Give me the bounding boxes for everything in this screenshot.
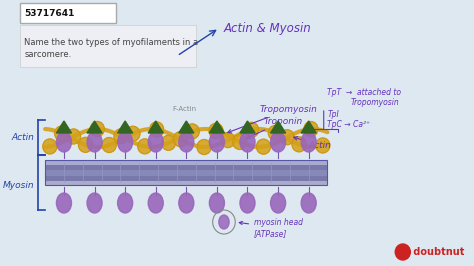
Ellipse shape [56, 132, 72, 152]
Ellipse shape [240, 193, 255, 213]
Text: Tropomyosin: Tropomyosin [351, 98, 400, 107]
Circle shape [90, 122, 104, 136]
Ellipse shape [219, 215, 229, 229]
Ellipse shape [301, 193, 316, 213]
Bar [45, 181, 328, 185]
Text: TpT  →  attached to: TpT → attached to [328, 88, 401, 97]
Polygon shape [179, 121, 194, 133]
Polygon shape [56, 121, 72, 133]
Ellipse shape [271, 193, 286, 213]
Circle shape [197, 139, 211, 155]
Circle shape [395, 244, 410, 260]
Text: Actin: Actin [294, 136, 331, 150]
Circle shape [66, 129, 81, 144]
Ellipse shape [240, 132, 255, 152]
Circle shape [209, 123, 223, 138]
Text: Tropomyosin: Tropomyosin [228, 105, 318, 133]
Ellipse shape [271, 132, 286, 152]
Text: Name the two types of myofilaments in a: Name the two types of myofilaments in a [25, 38, 199, 47]
Circle shape [268, 125, 283, 140]
Bar [45, 165, 328, 170]
Text: Myosin: Myosin [3, 181, 35, 189]
Circle shape [43, 139, 57, 154]
FancyBboxPatch shape [20, 3, 116, 23]
Circle shape [78, 137, 92, 152]
Text: doubtnut: doubtnut [410, 247, 465, 257]
Text: Troponin: Troponin [246, 117, 303, 139]
Polygon shape [240, 121, 255, 133]
Ellipse shape [179, 132, 194, 152]
Circle shape [292, 137, 306, 152]
Circle shape [173, 132, 187, 147]
Ellipse shape [179, 193, 194, 213]
Circle shape [114, 129, 128, 144]
Circle shape [221, 133, 235, 148]
Circle shape [55, 126, 69, 141]
Circle shape [162, 135, 175, 150]
Ellipse shape [118, 193, 133, 213]
Polygon shape [148, 121, 163, 133]
Circle shape [245, 122, 259, 137]
Text: TpC → Ca²⁺: TpC → Ca²⁺ [328, 120, 371, 129]
Text: Actin & Myosin: Actin & Myosin [224, 22, 312, 35]
Ellipse shape [210, 132, 224, 152]
Circle shape [185, 124, 199, 139]
FancyBboxPatch shape [20, 25, 196, 67]
Ellipse shape [301, 132, 316, 152]
Text: 53717641: 53717641 [25, 10, 75, 19]
Bar [45, 170, 328, 176]
Ellipse shape [118, 132, 133, 152]
Ellipse shape [87, 193, 102, 213]
Circle shape [316, 138, 330, 153]
Text: sarcomere.: sarcomere. [25, 50, 72, 59]
Ellipse shape [148, 193, 163, 213]
Bar [45, 160, 328, 185]
Ellipse shape [148, 132, 163, 152]
Circle shape [138, 139, 152, 154]
Circle shape [280, 130, 294, 145]
Circle shape [233, 134, 247, 149]
Text: TpI: TpI [328, 110, 339, 119]
Bar [45, 160, 328, 165]
Ellipse shape [56, 193, 72, 213]
Bar [45, 176, 328, 181]
Circle shape [126, 126, 140, 141]
Polygon shape [118, 121, 133, 133]
Text: F-Actin: F-Actin [173, 106, 197, 112]
Text: Actin: Actin [12, 132, 35, 142]
Polygon shape [87, 121, 102, 133]
Polygon shape [301, 121, 316, 133]
Ellipse shape [87, 132, 102, 152]
Circle shape [256, 139, 271, 154]
Polygon shape [210, 121, 224, 133]
Circle shape [304, 122, 318, 136]
Circle shape [102, 138, 116, 152]
Text: myosin head
[ATPase]: myosin head [ATPase] [239, 218, 303, 238]
Polygon shape [271, 121, 286, 133]
Circle shape [150, 122, 164, 137]
Ellipse shape [210, 193, 224, 213]
